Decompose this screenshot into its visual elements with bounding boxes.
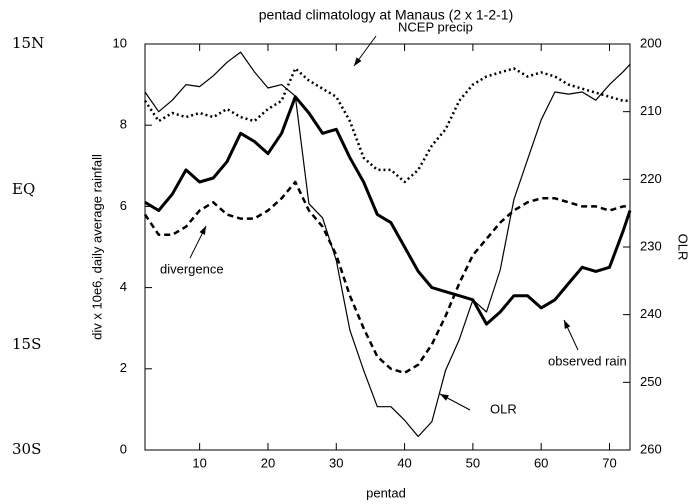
y2-axis-label: OLR [676, 234, 691, 261]
x-tick-label: 70 [602, 455, 616, 470]
y2-tick-label: 240 [640, 306, 662, 321]
x-tick-label: 40 [397, 455, 411, 470]
side-label: EQ [12, 180, 35, 198]
y-axis-label: div x 10e6, daily average rainfall [89, 154, 104, 340]
series-line [144, 51, 631, 438]
x-axis-label: pentad [366, 485, 406, 500]
series-line [143, 67, 630, 184]
arrow-head [564, 320, 571, 329]
arrow-head [440, 394, 449, 401]
y2-tick-label: 260 [640, 441, 662, 456]
x-tick-label: 10 [192, 455, 206, 470]
x-tick-label: 60 [534, 455, 548, 470]
y2-tick-label: 250 [640, 374, 662, 389]
y2-tick-label: 210 [640, 103, 662, 118]
series-annotation: divergence [160, 261, 224, 276]
plot-frame [144, 43, 631, 451]
series-annotation: NCEP precip [398, 19, 473, 34]
y-tick-label: 8 [120, 117, 127, 132]
arrow-head [199, 226, 206, 235]
series-annotation: observed rain [548, 353, 627, 368]
series-line [144, 95, 632, 326]
chart-title: pentad climatology at Manaus (2 x 1-2-1) [259, 7, 513, 23]
side-label: 15N [12, 34, 44, 52]
y2-tick-label: 220 [640, 171, 662, 186]
series-annotation: OLR [490, 401, 517, 416]
series-line [143, 180, 630, 375]
x-tick-label: 30 [329, 455, 343, 470]
y-tick-label: 10 [113, 35, 127, 50]
x-tick-label: 50 [466, 455, 480, 470]
y2-tick-label: 200 [640, 35, 662, 50]
y-tick-label: 2 [120, 360, 127, 375]
side-label: 15S [12, 335, 41, 353]
x-tick-label: 20 [261, 455, 275, 470]
y-tick-label: 0 [120, 441, 127, 456]
arrow-head [354, 57, 362, 66]
y2-tick-label: 230 [640, 238, 662, 253]
y-tick-label: 6 [120, 198, 127, 213]
y-tick-label: 4 [120, 279, 127, 294]
side-label: 30S [12, 440, 41, 458]
